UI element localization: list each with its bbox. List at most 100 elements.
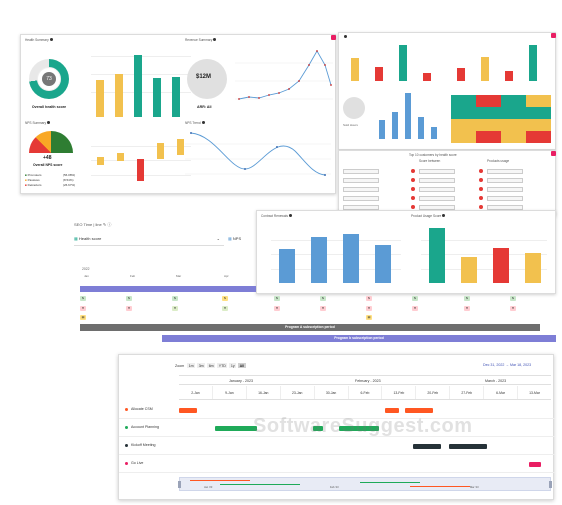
zoom-6m-button[interactable]: 6m [207,363,216,368]
chart-bar [423,72,431,81]
status-tag: ♥ [274,306,280,311]
gantt-row: Account Planning [119,419,555,437]
chart-bar [431,127,437,139]
gantt-bar-allocate-csm[interactable] [385,408,399,413]
revenue-circle: $12M [187,59,227,99]
week-label: 16-Jan [247,386,281,399]
chart-bar [457,68,465,81]
expand-icon[interactable] [331,35,336,40]
row-dot [125,426,128,429]
legend-value: (8.54%) [63,178,74,182]
status-tag: $ [412,296,418,301]
gantt-week-header: 2-Jan 9-Jan 16-Jan 23-Jan 30-Jan 6-Feb 1… [179,386,551,400]
gantt-bar-allocate-csm[interactable] [179,408,197,413]
legend-detractors: ■ Detractors (26.67%) [25,183,76,187]
date-to[interactable]: Mar 18, 2023 [509,363,532,367]
right-bar-chart-2 [451,43,547,81]
dashboard-right-panel: Sold Hours [338,32,556,150]
widget-title [343,35,347,39]
week-label: 13-Mar [529,391,540,395]
legend-value: (56.08%) [63,173,76,177]
month-label: Mar [176,274,182,278]
program-b-bar: Program b subscription period [162,335,556,342]
legend-label: Promoters [27,173,42,177]
chart-bar [418,116,424,139]
status-tag: $ [464,296,470,301]
col2-header: Products usage [487,159,510,163]
chart-bar [343,234,359,283]
nps-gauge [29,131,73,153]
timeline-year: 2022 [82,267,90,271]
health-caption: Overall health score [31,105,67,109]
product-usage-chart [421,225,547,283]
timeline-title: SEO Time | line ✎ ⓘ [74,222,111,228]
status-tag: $ [222,296,228,301]
dashboard-left-panel: Health Summary 73 Overall health score R… [20,34,336,194]
health-bar-chart [91,45,191,117]
health-summary-title: Health Summary [25,38,53,42]
chart-bar [429,228,445,283]
legend-promoters: ■ Promoters (56.08%) [25,173,76,177]
health-summary-title-text: Health Summary [25,38,49,42]
top-customers-panel: Top 10 customers by health score Score b… [338,150,556,216]
nps-caption: Overall NPS score [33,163,63,167]
zoom-1y-button[interactable]: 1y [229,363,237,368]
expand-icon[interactable] [551,33,556,38]
chart-bar [461,257,477,283]
expand-icon[interactable] [551,151,556,156]
chart-bar [405,92,411,139]
gantt-bar-kickoff-meeting[interactable] [449,444,487,449]
timeline-grid: 2022 Jan Feb Mar Apr $ $ $ $ $ $ $ $ $ $… [80,266,556,352]
timeline-month-row: Jan Feb Mar Apr [80,273,260,281]
gantt-bar-account-planning[interactable] [339,426,379,431]
gantt-bar-go-live[interactable] [529,462,541,467]
row-label: Go Live [131,461,144,465]
health-score-value: 73 [42,72,56,86]
chart-bar [177,139,184,155]
status-tag: ♥ [126,306,132,311]
health-score-select[interactable]: ▦ Health score ⌄ [74,236,224,246]
month-label: February - 2023 [355,379,381,383]
zoom-all-button[interactable]: All [238,363,246,368]
nps-trend-chart [185,132,331,176]
nps-select[interactable]: ▦ NPS [228,236,256,246]
sold-hours-bar-chart [375,91,445,139]
gantt-bar-kickoff-meeting[interactable] [413,444,441,449]
week-label: 20-Feb [416,386,451,399]
list-item [343,196,379,201]
list-item [343,187,379,192]
chart-bar [96,79,104,117]
date-from[interactable]: Dec 31, 2022 [483,363,505,367]
edit-icon[interactable]: ✎ [102,222,107,227]
gantt-bar-account-planning[interactable] [313,426,323,431]
week-label: 23-Jan [281,386,315,399]
status-tag: $ [366,296,372,301]
zoom-ytd-button[interactable]: YTD [217,363,228,368]
contract-renewals-title: Contract Renewals [261,214,292,218]
status-tag: ♥ [464,306,470,311]
heatmap [451,95,551,143]
status-tag: ▤ [80,315,86,320]
chart-bar [392,112,398,139]
gantt-bar-allocate-csm[interactable] [405,408,433,413]
row-label: Account Planning [131,425,159,429]
zoom-3m-button[interactable]: 3m [197,363,206,368]
zoom-1m-button[interactable]: 1m [187,363,196,368]
nps-summary-title: NPS Summary [25,121,51,125]
status-tag: ♥ [510,306,516,311]
gantt-navigator[interactable]: Jan '23 Feb '23 Mar '23 [178,477,552,491]
legend-passives: ■ Passives (8.54%) [25,178,74,182]
nps-value: +48 [43,155,52,161]
nps-trend-title: NPS Trend [185,121,205,125]
nps-legend: ■ Promoters (56.08%) ■ Passives (8.54%) … [25,173,85,188]
info-icon: ⓘ [107,222,112,227]
program-b-label: Program b subscription period [334,336,384,340]
gantt-bar-account-planning[interactable] [215,426,257,431]
status-tag: $ [510,296,516,301]
nav-handle-left[interactable] [178,481,181,488]
legend-label: Passives [27,178,40,182]
program-a-label: Program A subscription period [285,325,335,329]
nav-handle-right[interactable] [549,481,552,488]
nps-trend-title-text: NPS Trend [185,121,201,125]
revenue-caption: ARR: All [197,105,212,109]
